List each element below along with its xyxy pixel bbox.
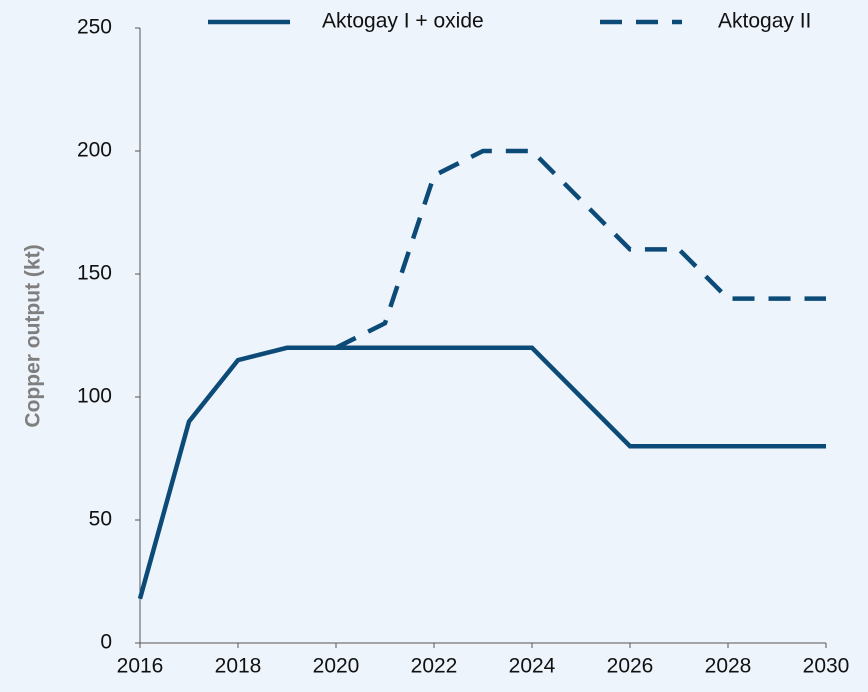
legend-label: Aktogay II xyxy=(718,10,811,33)
x-tick-label: 2030 xyxy=(803,655,850,678)
legend-label: Aktogay I + oxide xyxy=(322,10,484,33)
x-tick-label: 2016 xyxy=(117,655,164,678)
x-tick-label: 2024 xyxy=(509,655,556,678)
y-tick-label: 200 xyxy=(77,139,112,162)
y-tick-label: 250 xyxy=(77,16,112,39)
y-tick-label: 50 xyxy=(89,508,112,531)
x-tick-label: 2026 xyxy=(607,655,654,678)
x-tick-label: 2018 xyxy=(215,655,262,678)
y-tick-label: 100 xyxy=(77,385,112,408)
x-tick-label: 2020 xyxy=(313,655,360,678)
y-tick-label: 150 xyxy=(77,262,112,285)
y-axis-label: Copper output (kt) xyxy=(22,244,45,427)
line-series xyxy=(334,148,826,350)
x-tick-label: 2028 xyxy=(705,655,752,678)
line-series xyxy=(137,345,826,600)
x-tick-label: 2022 xyxy=(411,655,458,678)
y-tick-label: 0 xyxy=(100,631,112,654)
